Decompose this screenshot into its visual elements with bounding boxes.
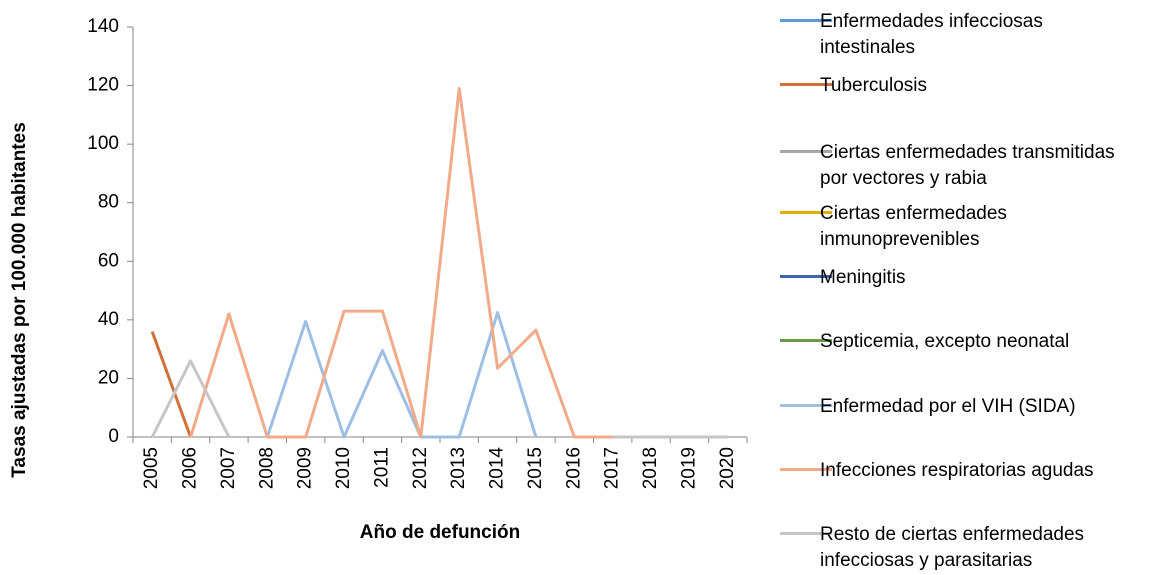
- x-tick-label: 2005: [141, 447, 162, 489]
- x-tick-label: 2014: [487, 447, 508, 490]
- legend-item: Ciertas enfermedades transmitidas por ve…: [780, 140, 1150, 204]
- x-tick-label: 2008: [256, 447, 277, 489]
- x-tick-label: 2006: [180, 447, 201, 489]
- legend-swatch: [780, 339, 832, 342]
- legend-item: Resto de ciertas enfermedades infecciosa…: [780, 522, 1150, 575]
- x-tick-label: 2019: [678, 447, 699, 489]
- series-line: [189, 87, 613, 439]
- legend-item: Septicemia, excepto neonatal: [780, 329, 1150, 393]
- x-tick-label: 2015: [525, 447, 546, 489]
- legend-label: Tuberculosis: [820, 75, 928, 96]
- legend-swatch: [780, 211, 832, 214]
- x-tick-label: 2009: [295, 447, 316, 489]
- x-tick-label: 2010: [333, 447, 354, 489]
- legend-swatch: [780, 275, 832, 278]
- x-tick-label: 2011: [371, 447, 392, 488]
- legend-item: Infecciones respiratorias agudas: [780, 458, 1150, 522]
- legend-label: Resto de ciertas enfermedades infecciosa…: [820, 524, 1085, 571]
- x-tick-label: 2012: [410, 447, 431, 489]
- legend-swatch: [780, 150, 832, 153]
- legend-item: Enfermedad por el VIH (SIDA): [780, 394, 1150, 458]
- x-tick-label: 2007: [218, 447, 239, 489]
- x-tick-label: 2020: [717, 447, 738, 489]
- legend-item: Meningitis: [780, 265, 1150, 329]
- legend-label: Ciertas enfermedades transmitidas por ve…: [820, 142, 1115, 189]
- x-axis-title: Año de defunción: [360, 522, 520, 543]
- y-tick-label: 100: [87, 133, 119, 154]
- x-tick-label: 2017: [602, 447, 623, 489]
- legend-label: Ciertas enfermedades inmunoprevenibles: [820, 203, 1007, 250]
- y-tick-label: 0: [108, 426, 119, 447]
- legend-swatch: [780, 468, 832, 471]
- series-line: [150, 359, 728, 439]
- legend-swatch: [780, 404, 832, 407]
- y-tick-label: 140: [87, 16, 119, 37]
- y-tick-label: 120: [87, 75, 119, 96]
- legend-item: Tuberculosis: [780, 73, 1150, 137]
- x-tick-label: 2016: [563, 447, 584, 489]
- legend-swatch: [780, 532, 832, 535]
- legend-label: Meningitis: [820, 267, 906, 288]
- legend-label: Septicemia, excepto neonatal: [820, 331, 1070, 352]
- legend-label: Infecciones respiratorias agudas: [820, 460, 1094, 481]
- legend-item: Enfermedades infecciosas intestinales: [780, 9, 1150, 73]
- legend-swatch: [780, 19, 832, 22]
- x-tick-label: 2018: [640, 447, 661, 489]
- y-tick-label: 60: [98, 250, 119, 271]
- legend-label: Enfermedades infecciosas intestinales: [820, 11, 1043, 58]
- y-axis-title: Tasas ajustadas por 100.000 habitantes: [9, 122, 30, 478]
- y-tick-label: 80: [98, 192, 119, 213]
- legend-item: Ciertas enfermedades inmunoprevenibles: [780, 201, 1150, 265]
- y-tick-label: 40: [98, 309, 119, 330]
- x-tick-label: 2013: [448, 447, 469, 489]
- y-tick-label: 20: [98, 367, 119, 388]
- legend-swatch: [780, 83, 832, 86]
- legend-label: Enfermedad por el VIH (SIDA): [820, 396, 1076, 417]
